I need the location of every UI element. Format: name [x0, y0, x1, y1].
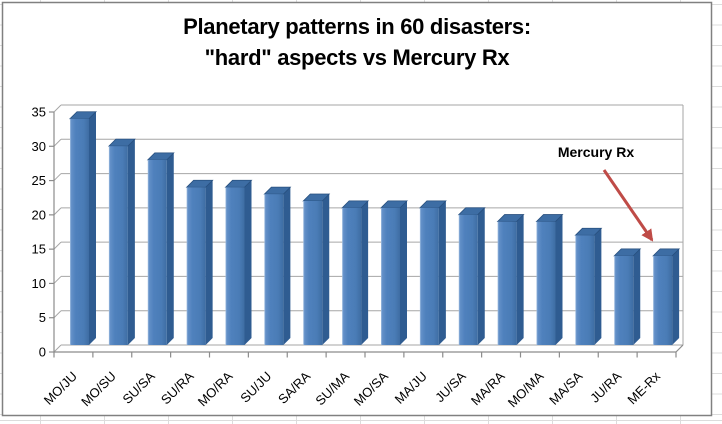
axes — [49, 111, 684, 358]
floor-right-diagonal — [675, 344, 684, 353]
bar-side-face — [166, 152, 174, 345]
bar-front-face — [108, 146, 128, 345]
bar-su-sa[interactable] — [146, 152, 175, 345]
bar-front-face — [497, 221, 517, 345]
bar-front-face — [225, 187, 245, 345]
bar-side-face — [127, 139, 135, 345]
bar-side-face — [555, 214, 563, 345]
y-axis-label: 30 — [32, 139, 46, 154]
chart-title-line-1: Planetary patterns in 60 disasters: — [183, 14, 531, 39]
y-axis-label: 25 — [32, 173, 46, 188]
bar-front-face — [381, 207, 400, 345]
bar-side-face — [594, 228, 602, 345]
bar-front-face — [147, 159, 167, 345]
bar-front-face — [575, 235, 595, 345]
bar-ju-ra[interactable] — [613, 248, 642, 345]
bar-ma-sa[interactable] — [574, 227, 603, 345]
bar-front-face — [70, 118, 89, 345]
y-gridline-diagonal — [53, 344, 62, 353]
bar-front-face — [303, 201, 323, 345]
annotation-arrow — [602, 169, 654, 242]
bar-mo-ra[interactable] — [224, 179, 253, 345]
bar-side-face — [516, 214, 524, 345]
y-gridline-diagonal — [53, 173, 62, 181]
annotation-mercury-rx: Mercury Rx — [557, 144, 635, 160]
bar-mo-ju[interactable] — [69, 111, 97, 345]
bar-front-face — [653, 255, 673, 345]
bar-side-face — [322, 194, 330, 345]
y-gridline-diagonal — [53, 207, 62, 216]
bar-side-face — [205, 180, 213, 345]
bar-front-face — [342, 207, 362, 345]
bar-su-ju[interactable] — [263, 186, 292, 345]
bar-front-face — [264, 194, 284, 345]
bar-front-face — [536, 221, 556, 345]
bar-mo-su[interactable] — [107, 138, 136, 345]
bar-side-face — [438, 200, 446, 345]
bar-front-face — [419, 207, 439, 345]
bar-front-face — [614, 255, 634, 345]
y-axis-label: 20 — [32, 207, 46, 222]
y-axis-labels: 0 5 10 15 20 25 30 35 — [32, 105, 46, 360]
y-gridline-diagonal — [53, 310, 62, 319]
chart-title: Planetary patterns in 60 disasters: "har… — [2, 11, 712, 73]
y-gridline-diagonal — [53, 138, 62, 147]
bar-ma-ra[interactable] — [496, 214, 525, 345]
y-gridline-diagonal — [53, 104, 62, 113]
bar-ma-ju[interactable] — [418, 200, 447, 345]
bar-sa-ra[interactable] — [302, 193, 331, 345]
bar-side-face — [361, 200, 369, 345]
bar-front-face — [186, 187, 206, 345]
bar-side-face — [672, 248, 680, 345]
y-axis-label: 5 — [39, 310, 46, 325]
bar-front-face — [458, 214, 478, 345]
bar-su-ra[interactable] — [185, 179, 214, 345]
bar-mo-ma[interactable] — [535, 214, 564, 345]
bar-su-ma[interactable] — [341, 200, 370, 345]
y-axis-label: 0 — [39, 345, 46, 360]
bar-side-face — [633, 248, 641, 345]
y-axis-label: 15 — [32, 242, 46, 257]
bar-side-face — [244, 180, 252, 345]
y-axis-label: 10 — [32, 276, 46, 291]
y-gridline-diagonal — [53, 241, 62, 250]
y-gridline-diagonal — [53, 276, 62, 284]
y-axis-label: 35 — [32, 105, 46, 120]
bar-side-face — [477, 207, 485, 345]
bar-me-rx[interactable] — [652, 248, 681, 345]
bar-series — [69, 111, 681, 345]
chart-title-line-2: "hard" aspects vs Mercury Rx — [204, 45, 510, 70]
bar-side-face — [89, 111, 96, 345]
bar-mo-sa[interactable] — [380, 200, 408, 345]
bar-side-face — [400, 200, 407, 345]
bar-side-face — [283, 187, 291, 345]
bar-ju-sa[interactable] — [457, 207, 486, 345]
